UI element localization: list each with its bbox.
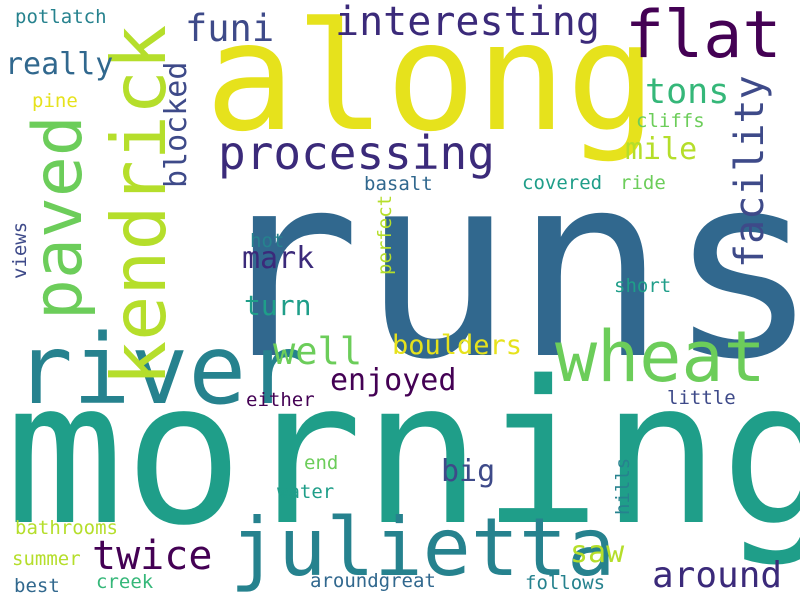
- word-little: little: [667, 387, 736, 409]
- word-aroundgreat: aroundgreat: [310, 570, 436, 592]
- word-really: really: [5, 47, 114, 82]
- word-well: well: [273, 330, 363, 373]
- word-end: end: [304, 452, 339, 474]
- word-big: big: [441, 454, 496, 489]
- word-around: around: [652, 555, 783, 596]
- word-turn: turn: [244, 289, 312, 322]
- word-along: along: [205, 0, 657, 165]
- word-twice: twice: [92, 533, 213, 579]
- word-either: either: [246, 389, 315, 411]
- word-river: river: [15, 314, 304, 426]
- word-cliffs: cliffs: [636, 110, 705, 132]
- word-follows: follows: [525, 572, 606, 594]
- word-basalt: basalt: [364, 173, 433, 195]
- word-julietta: julietta: [230, 501, 616, 594]
- word-views: views: [9, 221, 31, 279]
- word-bathrooms: bathrooms: [15, 517, 118, 539]
- word-mile: mile: [625, 132, 698, 167]
- word-funi: funi: [185, 7, 275, 50]
- word-creek: creek: [96, 571, 154, 593]
- word-hot: hot: [250, 230, 285, 252]
- word-flat: flat: [625, 0, 782, 73]
- word-processing: processing: [218, 126, 495, 180]
- word-runs: runs: [208, 119, 800, 415]
- word-boulders: boulders: [392, 330, 523, 361]
- word-water: water: [277, 481, 335, 503]
- word-summer: summer: [12, 548, 81, 570]
- word-hills: hills: [612, 457, 634, 515]
- word-ride: ride: [620, 172, 666, 194]
- word-best: best: [14, 575, 60, 597]
- word-pine: pine: [32, 90, 78, 112]
- word-facility: facility: [727, 75, 773, 268]
- word-interesting: interesting: [335, 0, 600, 45]
- word-enjoyed: enjoyed: [330, 363, 457, 398]
- word-saw: saw: [570, 535, 625, 570]
- word-blocked: blocked: [159, 61, 194, 188]
- word-covered: covered: [522, 172, 603, 194]
- word-perfect: perfect: [374, 194, 396, 275]
- word-morning: morning: [5, 338, 800, 569]
- word-wheat: wheat: [555, 316, 766, 398]
- word-potlatch: potlatch: [15, 6, 107, 28]
- word-short: short: [614, 275, 672, 297]
- word-paved: paved: [19, 115, 98, 320]
- word-tons: tons: [645, 72, 730, 112]
- word-mark: mark: [242, 241, 315, 276]
